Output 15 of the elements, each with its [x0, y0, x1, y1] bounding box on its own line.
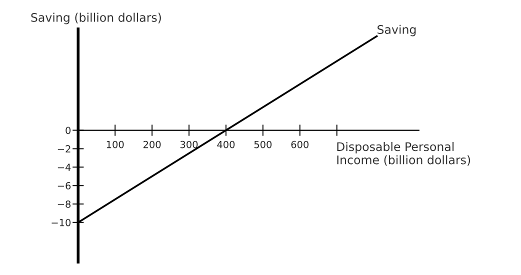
x-tick-label: 200	[143, 140, 161, 148]
x-tick-label: 300	[180, 140, 198, 148]
x-tick-label: 400	[217, 140, 235, 148]
x-axis-title: Disposable Personal Income (billion dollars)	[337, 142, 470, 166]
y-tick-label: −4	[58, 164, 71, 171]
y-tick-label: −8	[58, 200, 71, 208]
series-label: Saving	[378, 24, 416, 36]
y-tick-label: −10	[52, 218, 71, 226]
y-axis-title: Saving (billion dollars)	[31, 12, 161, 24]
x-tick-label: 600	[291, 140, 309, 148]
x-tick-label: 100	[106, 140, 124, 148]
y-tick-label: 0	[66, 126, 71, 134]
y-tick-label: −6	[58, 182, 71, 190]
x-tick-label: 500	[254, 140, 272, 148]
y-tick-label: −2	[58, 145, 70, 152]
